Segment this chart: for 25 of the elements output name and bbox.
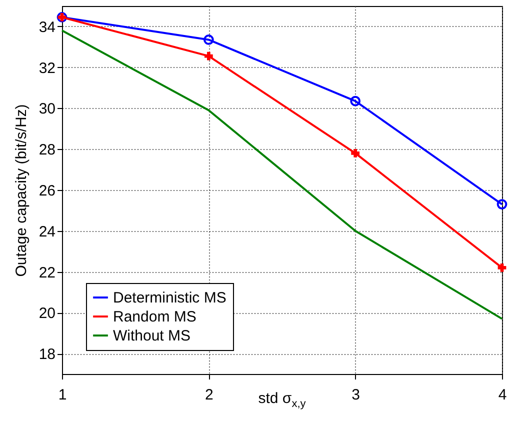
y-tick-label: 32 (38, 60, 56, 77)
point (498, 264, 506, 272)
y-tick-label: 24 (38, 223, 56, 240)
legend-label: Random MS (113, 308, 196, 326)
x-tick-label: 4 (498, 386, 507, 404)
line-series (61, 30, 503, 320)
legend-label: Deterministic MS (113, 290, 226, 306)
legend-label: Without MS (113, 328, 191, 344)
y-tick-label: 30 (38, 100, 56, 118)
point (351, 149, 360, 158)
point (496, 199, 508, 210)
y-tick-label: 20 (38, 305, 56, 322)
x-tick-label: 3 (352, 386, 360, 404)
y-tick-label: 28 (38, 142, 56, 159)
y-tick-label: 18 (38, 346, 56, 364)
point (204, 52, 213, 60)
x-axis-title: std σ$_{x,y}$ (258, 390, 306, 410)
y-tick-label: 26 (38, 182, 56, 200)
point (203, 34, 214, 45)
y-tick-label: 22 (38, 264, 56, 282)
x-tick-label: 2 (204, 386, 214, 404)
y-tick-label: 34 (38, 18, 56, 36)
point (350, 96, 361, 106)
x-tick-label: 1 (58, 386, 67, 404)
y-axis-title: Outage capacity (bit/s/Hz) (12, 104, 30, 277)
